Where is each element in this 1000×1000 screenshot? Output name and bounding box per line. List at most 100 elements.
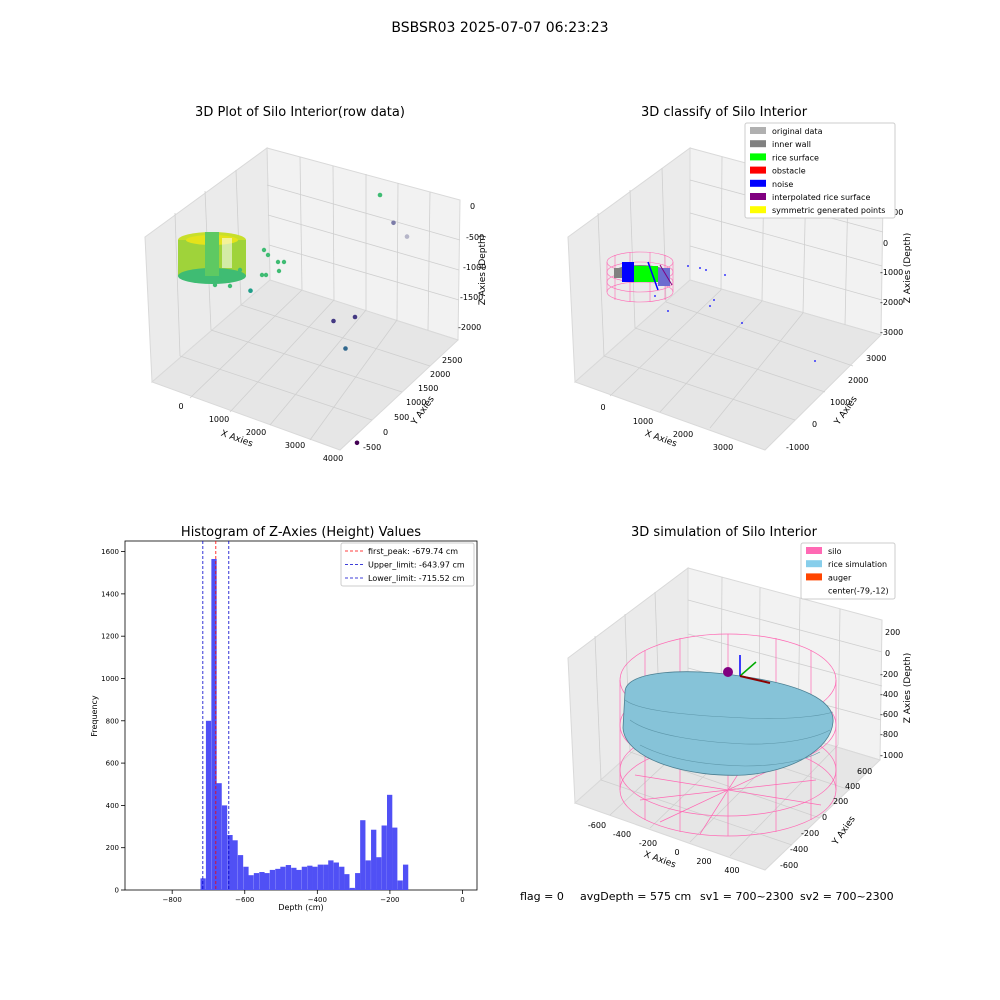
p1-ytick-1: 0 (383, 428, 388, 437)
panel1-y-ticks: -500 0 500 1000 1500 2000 2500 (363, 356, 462, 452)
histogram-legend-label-2: Lower_limit: -715.52 cm (368, 574, 465, 583)
p4-ytick-2: -200 (801, 829, 819, 838)
histogram-ytick-label-1: 200 (106, 844, 119, 852)
panel1-pane-floor (151, 279, 459, 451)
histogram-legend-label-0: first_peak: -679.74 cm (368, 547, 458, 556)
legend-swatch-1-5 (750, 193, 766, 200)
histogram-ytick-label-5: 1000 (101, 675, 119, 683)
histogram-y-ticks: 0 200 400 600 800 1000 1200 1400 1600 (101, 548, 125, 895)
histogram-bar-34 (381, 825, 387, 890)
p2-xtick-3: 3000 (713, 443, 733, 452)
p1-ztick-0: 0 (470, 202, 475, 211)
p2-xtick-1: 1000 (633, 417, 653, 426)
histogram-bar-33 (376, 857, 382, 890)
p4-ztick-0: 200 (885, 628, 900, 637)
panel4-z-ticks: 200 0 -200 -400 -600 -800 -1000 (880, 628, 903, 760)
panel4-center-marker (723, 655, 771, 684)
histogram-xtick-label-1: −600 (235, 896, 254, 904)
panel1-silo-cluster (178, 232, 246, 284)
histogram-bar-3 (216, 783, 222, 890)
histogram-bar-21 (312, 866, 318, 890)
panel1-x-ticks: 0 1000 2000 3000 4000 (178, 402, 343, 463)
p1-ztick-4: -2000 (458, 323, 481, 332)
p4-ztick-1: 0 (885, 649, 890, 658)
p4-ztick-4: -600 (880, 710, 898, 719)
p1-point-3 (352, 314, 358, 320)
p2-ytick-0: -1000 (786, 443, 809, 452)
p1-ytick-4: 1500 (418, 384, 438, 393)
histogram-ytick-label-0: 0 (115, 887, 119, 895)
histogram-bar-31 (365, 860, 371, 890)
panel2-z-ticks: 1000 0 -1000 -2000 -3000 (880, 208, 903, 337)
histogram-bar-38 (402, 864, 409, 890)
p4-xtick-2: -200 (639, 839, 657, 848)
histogram-bar-27 (344, 874, 350, 890)
panel1-scatter-extra (212, 247, 287, 289)
p1-ytick-6: 2500 (442, 356, 462, 365)
panel1-z-ticks: 0 -500 -1000 -1500 -2000 (458, 202, 486, 332)
histogram-bar-14 (275, 868, 281, 890)
panel4-x-ticks: -600 -400 -200 0 200 400 (588, 821, 740, 875)
p2-ytick-4: 3000 (866, 354, 886, 363)
p1-ytick-2: 500 (394, 413, 409, 422)
panel2-class-clusters (614, 261, 673, 291)
p1-xtick-2: 2000 (246, 428, 266, 437)
histogram-vlines (202, 541, 230, 890)
p4-ylabel: Y Axies (830, 814, 858, 847)
figure-suptitle: BSBSR03 2025-07-07 06:23:23 (391, 20, 608, 36)
p4-xlabel: X Axies (642, 850, 677, 871)
histogram-bar-6 (232, 840, 238, 890)
histogram-bar-10 (253, 873, 260, 890)
panel4-title: 3D simulation of Silo Interior (631, 525, 818, 540)
panel2-gridlines (597, 156, 884, 429)
legend-label-3-0: silo (828, 547, 842, 556)
histogram-bar-32 (371, 829, 377, 890)
legend-label-3-2: auger (828, 573, 852, 582)
p1-xtick-3: 3000 (285, 441, 305, 450)
histogram-bar-5 (227, 835, 233, 890)
histogram-xlabel: Depth (cm) (278, 903, 323, 912)
panel4-legend: silo rice simulation auger center(-79,-12) (800, 542, 896, 600)
histogram-ylabel: Frequency (90, 695, 99, 737)
histogram-bar-37 (397, 880, 403, 890)
footer-avg-depth: avgDepth = 575 cm (580, 890, 691, 903)
p2-ztick-4: -3000 (880, 328, 903, 337)
legend-swatch-1-2 (750, 153, 766, 161)
legend-label-1-0: original data (772, 127, 823, 136)
histogram-x-ticks: −800 −600 −400 −200 0 (163, 890, 465, 904)
p4-ztick-2: -200 (880, 670, 898, 679)
p2-ztick-1: 0 (883, 239, 888, 248)
p1-point-1 (343, 346, 348, 351)
legend-label-1-2: rice surface (772, 153, 819, 162)
p1-point-0 (354, 440, 360, 446)
histogram-bar-30 (360, 820, 366, 890)
histogram-bar-28 (349, 887, 355, 890)
p2-zlabel: Z Axies (Depth) (903, 233, 913, 304)
p1-point-5 (391, 220, 396, 226)
histogram-bar-18 (296, 869, 302, 890)
p1-point-2 (331, 318, 336, 324)
histogram-bar-24 (328, 860, 334, 890)
histogram-bar-35 (387, 794, 393, 890)
p4-ytick-6: 600 (857, 767, 872, 776)
histogram-bar-13 (269, 869, 276, 890)
p1-zlabel: Z Axies (Depth) (478, 235, 488, 306)
p4-xtick-0: -600 (588, 821, 606, 830)
p4-ytick-1: -400 (790, 845, 808, 854)
panel-simulation-3d: 3D simulation of Silo Interior (567, 525, 913, 875)
legend-swatch-3-1 (806, 560, 822, 568)
p1-ztick-1: -500 (466, 233, 484, 242)
panel4-y-ticks: -600 -400 -200 0 200 400 600 (780, 767, 872, 870)
legend-swatch-3-0 (806, 547, 822, 554)
p4-xtick-5: 400 (724, 866, 739, 875)
histogram-ytick-label-7: 1400 (101, 590, 119, 598)
p1-ztick-2: -1000 (463, 263, 486, 272)
panel2-title: 3D classify of Silo Interior (641, 105, 808, 120)
histogram-bar-15 (280, 866, 286, 890)
legend-swatch-1-4 (750, 179, 766, 187)
p2-ytick-1: 0 (812, 420, 817, 429)
histogram-bar-4 (221, 805, 228, 890)
histogram-ytick-label-2: 400 (106, 802, 119, 810)
panel2-legend: original data inner wall rice surface obsta… (744, 122, 896, 219)
